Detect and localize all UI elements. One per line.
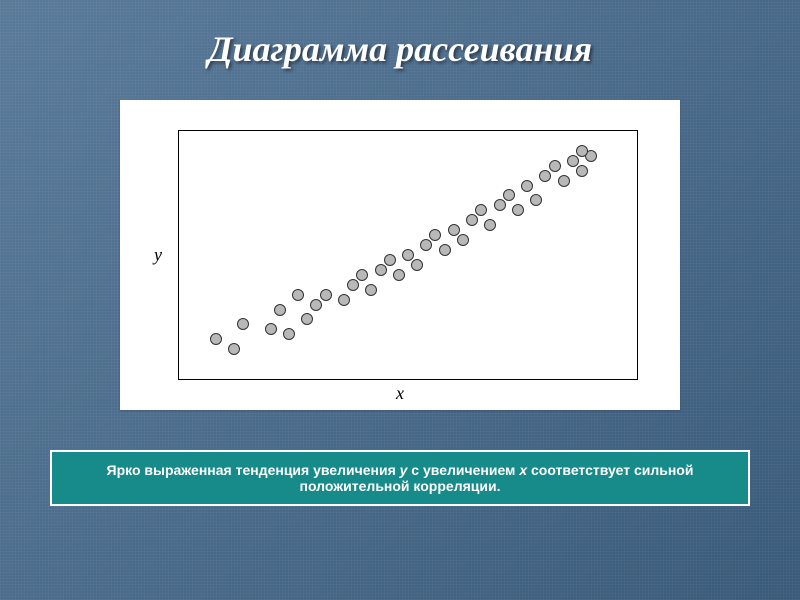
scatter-point bbox=[521, 180, 533, 192]
scatter-point bbox=[292, 289, 304, 301]
caption-text-mid: с увеличением bbox=[407, 462, 519, 478]
scatter-point bbox=[457, 234, 469, 246]
scatter-point bbox=[439, 244, 451, 256]
scatter-point bbox=[530, 194, 542, 206]
scatter-point bbox=[228, 343, 240, 355]
scatter-point bbox=[420, 239, 432, 251]
caption-text-prefix: Ярко выраженная тенденция увеличения bbox=[107, 462, 400, 478]
scatter-point bbox=[549, 160, 561, 172]
scatter-point bbox=[576, 145, 588, 157]
plot-area bbox=[178, 130, 638, 380]
scatter-point bbox=[475, 204, 487, 216]
scatter-chart: y x bbox=[120, 100, 680, 410]
scatter-point bbox=[567, 155, 579, 167]
scatter-point bbox=[237, 318, 249, 330]
scatter-point bbox=[494, 199, 506, 211]
scatter-point bbox=[503, 189, 515, 201]
slide-title: Диаграмма рассеивания bbox=[208, 28, 592, 70]
scatter-point bbox=[310, 299, 322, 311]
scatter-point bbox=[484, 219, 496, 231]
scatter-point bbox=[539, 170, 551, 182]
scatter-point bbox=[338, 294, 350, 306]
scatter-point bbox=[274, 304, 286, 316]
scatter-point bbox=[402, 249, 414, 261]
x-axis-label: x bbox=[396, 383, 404, 404]
scatter-point bbox=[375, 264, 387, 276]
scatter-point bbox=[283, 328, 295, 340]
caption-var-x: x bbox=[519, 462, 527, 478]
scatter-point bbox=[384, 254, 396, 266]
scatter-point bbox=[347, 279, 359, 291]
scatter-point bbox=[265, 323, 277, 335]
scatter-point bbox=[429, 229, 441, 241]
scatter-point bbox=[411, 259, 423, 271]
scatter-point bbox=[320, 289, 332, 301]
scatter-point bbox=[576, 165, 588, 177]
caption-box: Ярко выраженная тенденция увеличения y с… bbox=[50, 450, 750, 506]
y-axis-label: y bbox=[154, 245, 162, 266]
scatter-point bbox=[365, 284, 377, 296]
scatter-point bbox=[448, 224, 460, 236]
scatter-point bbox=[512, 204, 524, 216]
scatter-point bbox=[301, 313, 313, 325]
scatter-point bbox=[210, 333, 222, 345]
scatter-point bbox=[356, 269, 368, 281]
scatter-point bbox=[466, 214, 478, 226]
scatter-point bbox=[558, 175, 570, 187]
scatter-point bbox=[393, 269, 405, 281]
